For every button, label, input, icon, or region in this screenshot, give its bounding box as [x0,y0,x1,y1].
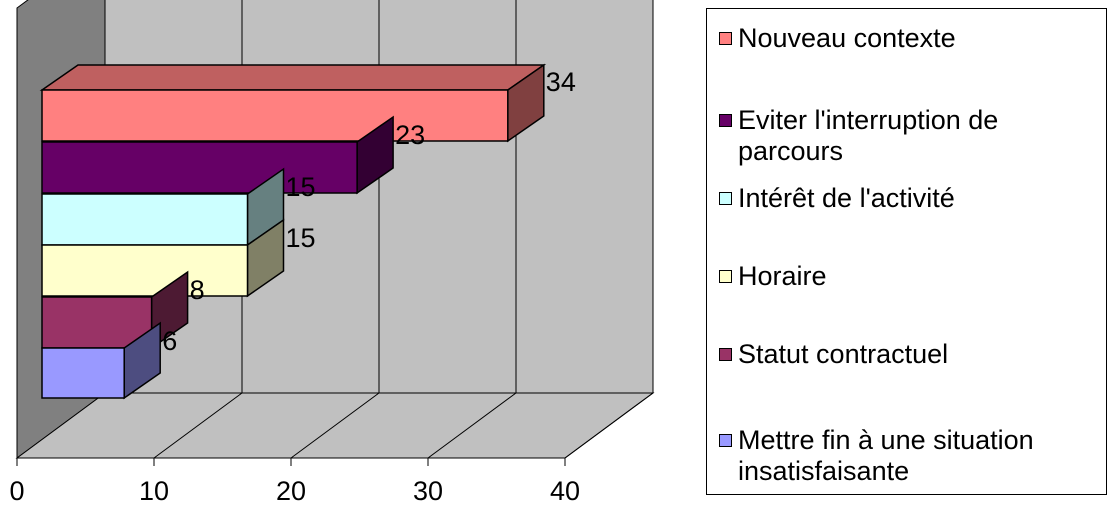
legend-swatch [719,192,732,205]
x-tick-label: 30 [413,476,443,506]
data-label: 6 [162,326,177,356]
chart-legend: Nouveau contexte Eviter l'interruption de… [706,8,1107,495]
legend-label: Intérêt de l'activité [738,183,955,213]
legend-item: Mettre fin à une situation insatisfaisan… [719,425,1102,487]
x-tick-label: 20 [276,476,306,506]
legend-label: Statut contractuel [738,339,949,369]
bar [41,296,153,349]
x-tick-label: 10 [139,476,169,506]
bar [41,244,249,297]
legend-item: Horaire [719,261,1102,292]
x-tick-label: 40 [550,476,580,506]
x-tick-label: 0 [9,476,24,506]
data-label: 15 [286,172,316,202]
bar [41,89,509,142]
bar [41,193,249,246]
legend-swatch [719,434,732,447]
legend-label: Nouveau contexte [738,23,956,53]
legend-swatch [719,32,732,45]
legend-swatch [719,114,732,127]
legend-item: Statut contractuel [719,339,1102,370]
legend-swatch [719,348,732,361]
gridline-floor [153,392,243,459]
gridline-floor [290,392,380,459]
legend-label: Mettre fin à une situation insatisfaisan… [738,425,1034,486]
legend-item: Eviter l'interruption de parcours [719,105,1102,167]
bar [41,347,125,399]
data-label: 23 [395,120,425,150]
gridline-floor [564,392,654,459]
legend-item: Intérêt de l'activité [719,183,1102,214]
legend-label: Horaire [738,261,827,291]
legend-label: Eviter l'interruption de parcours [738,105,999,166]
data-label: 8 [190,275,205,305]
data-label: 15 [286,223,316,253]
data-label: 34 [546,67,576,97]
gridline-floor [427,392,517,459]
bar-chart-3d: 0 10 20 30 40 34 23 15 15 86 [9,0,655,506]
bar-top-face [39,64,547,91]
legend-item: Nouveau contexte [719,23,1102,54]
bar [41,141,358,194]
legend-swatch [719,270,732,283]
